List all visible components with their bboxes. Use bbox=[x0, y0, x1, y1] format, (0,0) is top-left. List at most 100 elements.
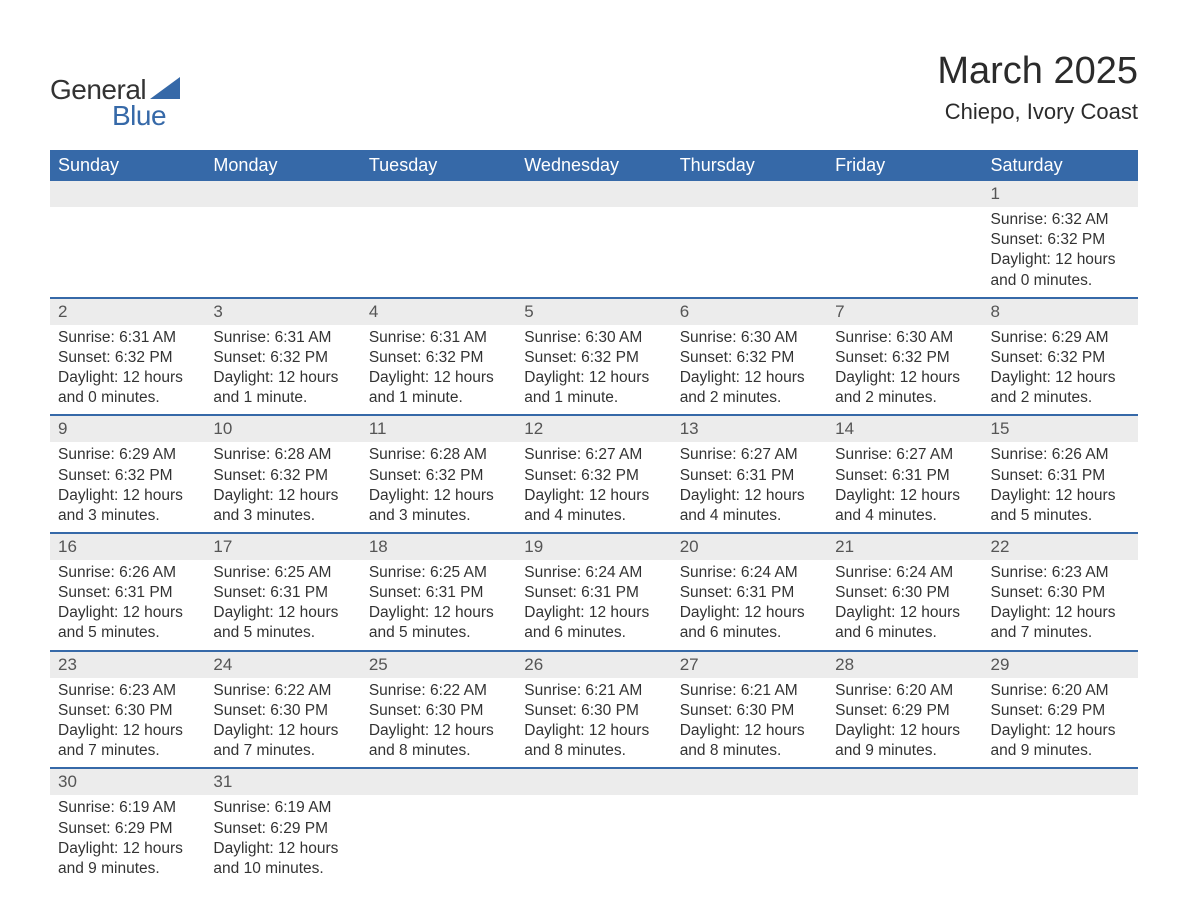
location: Chiepo, Ivory Coast bbox=[937, 99, 1138, 125]
sunrise-line: Sunrise: 6:31 AM bbox=[58, 328, 197, 348]
daylight-line: Daylight: 12 hours and 7 minutes. bbox=[58, 721, 197, 761]
calendar-cell: 5Sunrise: 6:30 AMSunset: 6:32 PMDaylight… bbox=[516, 298, 671, 416]
calendar-cell: 19Sunrise: 6:24 AMSunset: 6:31 PMDayligh… bbox=[516, 533, 671, 651]
weekday-header: Thursday bbox=[672, 150, 827, 181]
day-body: Sunrise: 6:30 AMSunset: 6:32 PMDaylight:… bbox=[672, 325, 827, 415]
calendar-cell: 24Sunrise: 6:22 AMSunset: 6:30 PMDayligh… bbox=[205, 651, 360, 769]
day-number: 15 bbox=[983, 416, 1138, 442]
day-body: Sunrise: 6:28 AMSunset: 6:32 PMDaylight:… bbox=[205, 442, 360, 532]
calendar-cell: 9Sunrise: 6:29 AMSunset: 6:32 PMDaylight… bbox=[50, 415, 205, 533]
day-body bbox=[516, 795, 671, 867]
daylight-line: Daylight: 12 hours and 5 minutes. bbox=[369, 603, 508, 643]
sunrise-line: Sunrise: 6:32 AM bbox=[991, 210, 1130, 230]
day-body: Sunrise: 6:24 AMSunset: 6:30 PMDaylight:… bbox=[827, 560, 982, 650]
sunset-line: Sunset: 6:29 PM bbox=[991, 701, 1130, 721]
title-block: March 2025 Chiepo, Ivory Coast bbox=[937, 50, 1138, 125]
calendar-cell: 31Sunrise: 6:19 AMSunset: 6:29 PMDayligh… bbox=[205, 768, 360, 885]
sunrise-line: Sunrise: 6:20 AM bbox=[835, 681, 974, 701]
day-number bbox=[672, 181, 827, 207]
sunrise-line: Sunrise: 6:22 AM bbox=[213, 681, 352, 701]
sunset-line: Sunset: 6:32 PM bbox=[58, 348, 197, 368]
day-body bbox=[827, 795, 982, 867]
day-body: Sunrise: 6:26 AMSunset: 6:31 PMDaylight:… bbox=[983, 442, 1138, 532]
day-body bbox=[361, 207, 516, 279]
daylight-line: Daylight: 12 hours and 6 minutes. bbox=[680, 603, 819, 643]
sunset-line: Sunset: 6:31 PM bbox=[58, 583, 197, 603]
day-number: 27 bbox=[672, 652, 827, 678]
day-number: 9 bbox=[50, 416, 205, 442]
daylight-line: Daylight: 12 hours and 6 minutes. bbox=[835, 603, 974, 643]
day-body: Sunrise: 6:21 AMSunset: 6:30 PMDaylight:… bbox=[672, 678, 827, 768]
sunrise-line: Sunrise: 6:25 AM bbox=[213, 563, 352, 583]
day-body: Sunrise: 6:21 AMSunset: 6:30 PMDaylight:… bbox=[516, 678, 671, 768]
calendar-week: 23Sunrise: 6:23 AMSunset: 6:30 PMDayligh… bbox=[50, 651, 1138, 769]
calendar-header: SundayMondayTuesdayWednesdayThursdayFrid… bbox=[50, 150, 1138, 181]
day-number: 16 bbox=[50, 534, 205, 560]
sunset-line: Sunset: 6:30 PM bbox=[213, 701, 352, 721]
day-number bbox=[50, 181, 205, 207]
day-number: 14 bbox=[827, 416, 982, 442]
day-body: Sunrise: 6:24 AMSunset: 6:31 PMDaylight:… bbox=[672, 560, 827, 650]
sunrise-line: Sunrise: 6:25 AM bbox=[369, 563, 508, 583]
daylight-line: Daylight: 12 hours and 7 minutes. bbox=[213, 721, 352, 761]
day-body bbox=[827, 207, 982, 279]
calendar-cell bbox=[205, 181, 360, 298]
day-number: 24 bbox=[205, 652, 360, 678]
day-body: Sunrise: 6:23 AMSunset: 6:30 PMDaylight:… bbox=[50, 678, 205, 768]
calendar-cell: 4Sunrise: 6:31 AMSunset: 6:32 PMDaylight… bbox=[361, 298, 516, 416]
sunrise-line: Sunrise: 6:30 AM bbox=[524, 328, 663, 348]
sunrise-line: Sunrise: 6:29 AM bbox=[58, 445, 197, 465]
sunset-line: Sunset: 6:32 PM bbox=[524, 466, 663, 486]
calendar-cell bbox=[827, 181, 982, 298]
calendar-cell: 10Sunrise: 6:28 AMSunset: 6:32 PMDayligh… bbox=[205, 415, 360, 533]
sunset-line: Sunset: 6:29 PM bbox=[835, 701, 974, 721]
day-number: 6 bbox=[672, 299, 827, 325]
sunrise-line: Sunrise: 6:24 AM bbox=[835, 563, 974, 583]
day-number bbox=[516, 769, 671, 795]
day-body: Sunrise: 6:29 AMSunset: 6:32 PMDaylight:… bbox=[983, 325, 1138, 415]
day-body: Sunrise: 6:26 AMSunset: 6:31 PMDaylight:… bbox=[50, 560, 205, 650]
daylight-line: Daylight: 12 hours and 1 minute. bbox=[213, 368, 352, 408]
day-number: 25 bbox=[361, 652, 516, 678]
day-number: 13 bbox=[672, 416, 827, 442]
weekday-header: Monday bbox=[205, 150, 360, 181]
sunrise-line: Sunrise: 6:23 AM bbox=[58, 681, 197, 701]
calendar-cell bbox=[827, 768, 982, 885]
day-number: 17 bbox=[205, 534, 360, 560]
day-number bbox=[983, 769, 1138, 795]
day-number: 19 bbox=[516, 534, 671, 560]
day-number bbox=[361, 181, 516, 207]
day-number: 23 bbox=[50, 652, 205, 678]
day-number: 20 bbox=[672, 534, 827, 560]
weekday-header: Tuesday bbox=[361, 150, 516, 181]
daylight-line: Daylight: 12 hours and 2 minutes. bbox=[991, 368, 1130, 408]
calendar-cell: 3Sunrise: 6:31 AMSunset: 6:32 PMDaylight… bbox=[205, 298, 360, 416]
daylight-line: Daylight: 12 hours and 5 minutes. bbox=[213, 603, 352, 643]
day-body bbox=[983, 795, 1138, 867]
daylight-line: Daylight: 12 hours and 5 minutes. bbox=[58, 603, 197, 643]
day-number: 26 bbox=[516, 652, 671, 678]
day-body: Sunrise: 6:22 AMSunset: 6:30 PMDaylight:… bbox=[205, 678, 360, 768]
day-number bbox=[516, 181, 671, 207]
sunset-line: Sunset: 6:32 PM bbox=[58, 466, 197, 486]
sunrise-line: Sunrise: 6:21 AM bbox=[524, 681, 663, 701]
sunrise-line: Sunrise: 6:30 AM bbox=[835, 328, 974, 348]
daylight-line: Daylight: 12 hours and 4 minutes. bbox=[835, 486, 974, 526]
weekday-header: Friday bbox=[827, 150, 982, 181]
day-number bbox=[827, 181, 982, 207]
sunset-line: Sunset: 6:32 PM bbox=[991, 230, 1130, 250]
sunset-line: Sunset: 6:30 PM bbox=[680, 701, 819, 721]
calendar-cell bbox=[361, 768, 516, 885]
day-body: Sunrise: 6:24 AMSunset: 6:31 PMDaylight:… bbox=[516, 560, 671, 650]
calendar-cell: 30Sunrise: 6:19 AMSunset: 6:29 PMDayligh… bbox=[50, 768, 205, 885]
day-number: 18 bbox=[361, 534, 516, 560]
weekday-header: Sunday bbox=[50, 150, 205, 181]
day-number: 3 bbox=[205, 299, 360, 325]
calendar-week: 30Sunrise: 6:19 AMSunset: 6:29 PMDayligh… bbox=[50, 768, 1138, 885]
sunrise-line: Sunrise: 6:24 AM bbox=[524, 563, 663, 583]
sunset-line: Sunset: 6:30 PM bbox=[991, 583, 1130, 603]
daylight-line: Daylight: 12 hours and 5 minutes. bbox=[991, 486, 1130, 526]
sunset-line: Sunset: 6:29 PM bbox=[58, 819, 197, 839]
daylight-line: Daylight: 12 hours and 7 minutes. bbox=[991, 603, 1130, 643]
sunset-line: Sunset: 6:29 PM bbox=[213, 819, 352, 839]
